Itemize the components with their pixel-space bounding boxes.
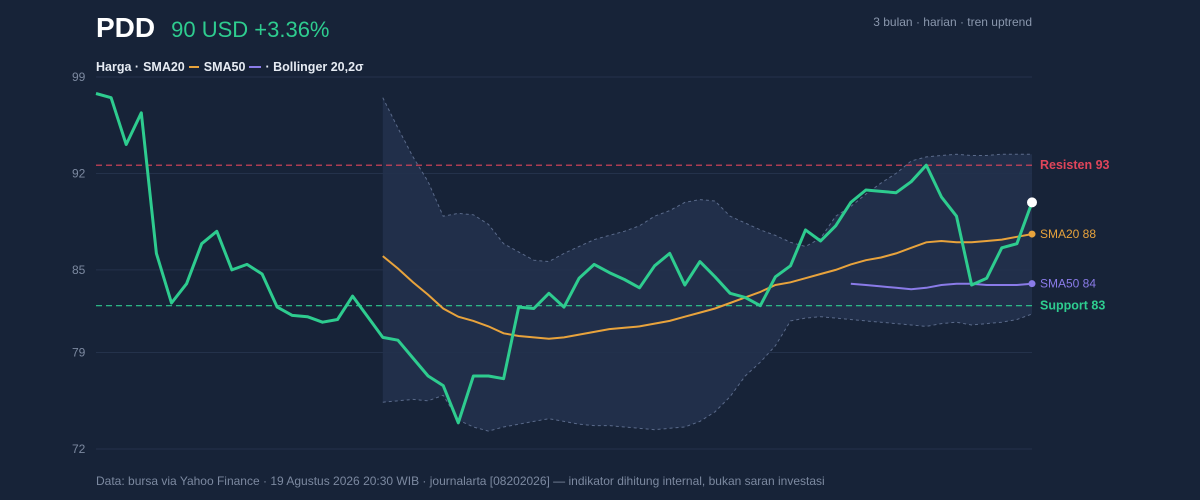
sma20-line (382, 233, 1033, 340)
sma20-end-dot (1028, 230, 1036, 238)
legend-bollinger: · Bollinger 20,2σ (265, 60, 364, 74)
y-tick-label: 79 (72, 346, 86, 360)
header: PDD 90 USD +3.36% (96, 12, 330, 44)
sma50-line (850, 282, 1033, 291)
bollinger-band (382, 97, 1033, 432)
resistance-label: Resisten 93 (1040, 158, 1110, 172)
sma20-end-label: SMA20 88 (1040, 227, 1096, 241)
end-labels: Resisten 93 Support 83 SMA20 88 SMA50 84 (1040, 158, 1110, 313)
legend-sma20: SMA20 (143, 60, 185, 74)
y-tick-label: 92 (72, 166, 86, 180)
legend: Harga · SMA20 SMA50 · Bollinger 20,2σ (96, 60, 364, 74)
y-tick-label: 85 (72, 263, 86, 277)
footer-note: Data: bursa via Yahoo Finance · 19 Agust… (96, 474, 825, 488)
y-axis: 99 92 85 79 72 (72, 70, 86, 456)
series-lines (95, 92, 1037, 425)
legend-sma50: SMA50 (203, 60, 246, 74)
legend-sma20-swatch (188, 66, 199, 68)
chart-meta: 3 bulan · harian · tren uptrend (873, 15, 1032, 29)
price-line (95, 92, 1034, 425)
bollinger-fill (382, 97, 1032, 432)
last-price-dot (1027, 197, 1037, 208)
legend-price: Harga · (96, 60, 140, 74)
sma50-end-label: SMA50 84 (1040, 277, 1096, 291)
bollinger-upper-line (382, 97, 1032, 263)
support-label: Support 83 (1040, 299, 1105, 313)
y-tick-label: 99 (72, 70, 86, 84)
level-lines (96, 164, 1032, 307)
ticker-symbol: PDD (96, 12, 156, 43)
legend-sma50-swatch (249, 66, 262, 68)
price-change: 90 USD +3.36% (171, 17, 330, 42)
bollinger-lower-line (382, 313, 1033, 432)
y-tick-label: 72 (72, 442, 86, 456)
sma50-end-dot (1028, 280, 1036, 288)
